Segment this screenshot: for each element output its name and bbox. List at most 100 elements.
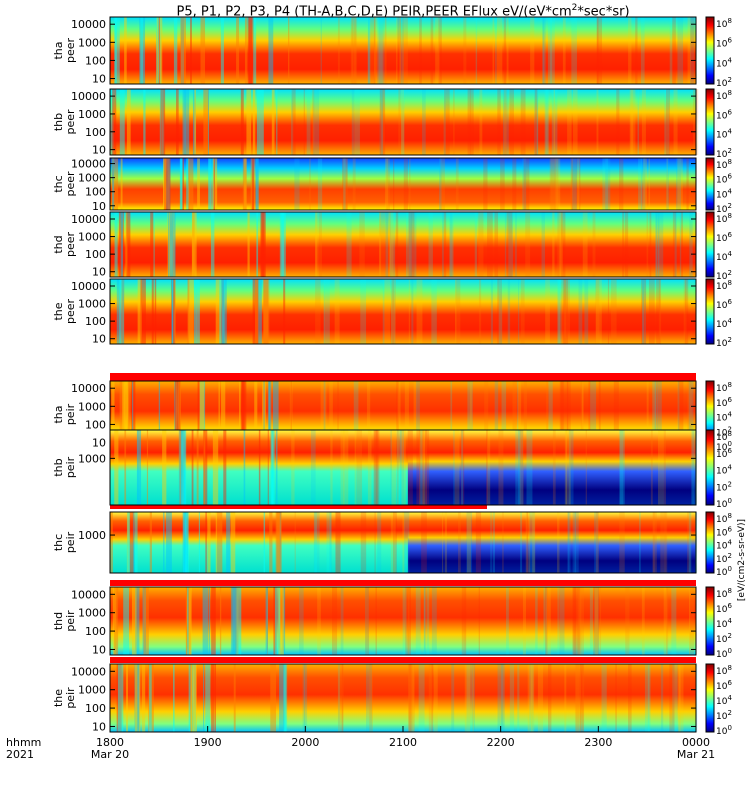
- colorbar-tick-label: 108: [716, 158, 732, 171]
- spectrogram-streak: [552, 430, 556, 505]
- spectrogram-streak: [274, 587, 281, 655]
- colorbar-tick-label: 100: [716, 565, 732, 578]
- colorbar-tick-label: 108: [716, 430, 732, 443]
- spectrogram-streak: [374, 512, 376, 573]
- spectrogram-streak: [466, 512, 473, 573]
- spectrogram-streak: [655, 212, 658, 277]
- spectrogram-streak: [616, 89, 620, 155]
- spectrogram-streak: [573, 89, 578, 155]
- y-tick-label: 10: [92, 333, 106, 346]
- spectrogram-the_peer: [110, 279, 696, 344]
- spectrogram-streak: [657, 212, 664, 277]
- colorbar-tick-label: 104: [716, 317, 732, 330]
- spectrogram-streak: [158, 381, 161, 448]
- spectrogram-streak: [463, 587, 467, 655]
- spectrogram-streak: [252, 89, 255, 155]
- spectrogram-streak: [494, 381, 499, 448]
- spectrogram-streak: [408, 664, 413, 732]
- spectrogram-streak: [573, 587, 578, 655]
- spectrogram-streak: [526, 430, 533, 505]
- spectrogram-streak: [132, 381, 134, 448]
- spectrogram-streak: [422, 430, 428, 505]
- spectrogram-streak: [126, 89, 131, 155]
- spectrogram-streak: [190, 664, 195, 732]
- spectrogram-streak: [416, 430, 421, 505]
- spectrogram-streak: [323, 279, 325, 344]
- spectrogram-streak: [354, 89, 360, 155]
- spectrogram-streak: [313, 89, 320, 155]
- spectrogram-streak: [515, 212, 517, 277]
- spectrogram-streak: [418, 664, 425, 732]
- spectrogram-streak: [580, 664, 584, 732]
- spectrogram-streak: [397, 17, 402, 84]
- x-tick-label: 2100: [389, 736, 417, 749]
- spectrogram-streak: [212, 430, 219, 505]
- spectrogram-streak: [560, 381, 566, 448]
- spectrogram-streak: [317, 587, 321, 655]
- spectrogram-streak: [123, 587, 130, 655]
- spectrogram-streak: [188, 664, 192, 732]
- spectrogram-streak: [247, 212, 250, 277]
- spectrogram-streak: [202, 587, 209, 655]
- spectrogram-streak: [283, 664, 286, 732]
- spectrogram-streak: [166, 158, 171, 210]
- panel-frame-thd_peir: [109, 586, 697, 656]
- spectrogram-streak: [235, 587, 239, 655]
- spectrogram-streak: [676, 158, 682, 210]
- spectrogram-streak: [334, 512, 341, 573]
- spectrogram-streak: [346, 212, 352, 277]
- spectrogram-thc_peir-late: [407, 512, 696, 573]
- spectrogram-streak: [117, 664, 124, 732]
- spectrogram-streak: [628, 664, 632, 732]
- spectrogram-streak: [178, 430, 183, 505]
- spectrogram-streak: [281, 212, 286, 277]
- spectrogram-streak: [497, 279, 502, 344]
- spectrogram-streak: [379, 89, 386, 155]
- spectrogram-streak: [571, 158, 578, 210]
- spectrogram-streak: [131, 381, 136, 448]
- y-tick-label: 10: [92, 266, 106, 279]
- spectrogram-streak: [388, 212, 394, 277]
- spectrogram-streak: [443, 89, 446, 155]
- y-tick-label: 1000: [78, 529, 106, 542]
- spectrogram-streak: [192, 89, 196, 155]
- spectrogram-streak: [549, 17, 555, 84]
- spectrogram-streak: [486, 430, 491, 505]
- spectrogram-streak: [342, 158, 348, 210]
- spectrogram-streak: [369, 664, 373, 732]
- colorbar-tick-label: 104: [716, 464, 732, 477]
- colorbar-tick-label: 108: [716, 587, 732, 600]
- spectrogram-streak: [660, 664, 664, 732]
- spectrogram-streak: [207, 512, 211, 573]
- spectrogram-streak: [190, 17, 192, 84]
- spectrogram-streak: [207, 89, 209, 155]
- spectrogram-streak: [595, 279, 602, 344]
- spectrogram-streak: [483, 158, 488, 210]
- spectrogram-streak: [232, 587, 236, 655]
- spectrogram-streak: [360, 512, 367, 573]
- y-tick-label: 10: [92, 720, 106, 733]
- spectrogram-streak: [602, 158, 609, 210]
- colorbar-unit-label: [eV/(cm2-s-sr-eV)]: [737, 519, 747, 601]
- spectrogram-streak: [594, 512, 599, 573]
- y-tick-label: 10000: [71, 382, 106, 395]
- spectrogram-streak: [340, 430, 345, 505]
- spectrogram-streak: [399, 17, 401, 84]
- spectrogram-streak: [208, 587, 211, 655]
- spectrogram-streak: [506, 17, 509, 84]
- colorbar-tick-label: 102: [716, 269, 732, 282]
- spectrogram-streak: [163, 158, 167, 210]
- spectrogram-streak: [572, 158, 577, 210]
- spectrogram-streak: [124, 17, 127, 84]
- spectrogram-streak: [377, 512, 382, 573]
- colorbar-tick-label: 102: [716, 552, 732, 565]
- spectrogram-streak: [240, 381, 247, 448]
- spectrogram-streak: [396, 430, 399, 505]
- spectrogram-streak: [212, 158, 218, 210]
- y-tick-label: 100: [85, 186, 106, 199]
- x-axis-label: hhmm: [6, 736, 41, 749]
- spectrogram-streak: [474, 212, 478, 277]
- spectrogram-streak: [163, 512, 165, 573]
- spectrogram-streak: [464, 664, 471, 732]
- spectrogram-streak: [269, 512, 273, 573]
